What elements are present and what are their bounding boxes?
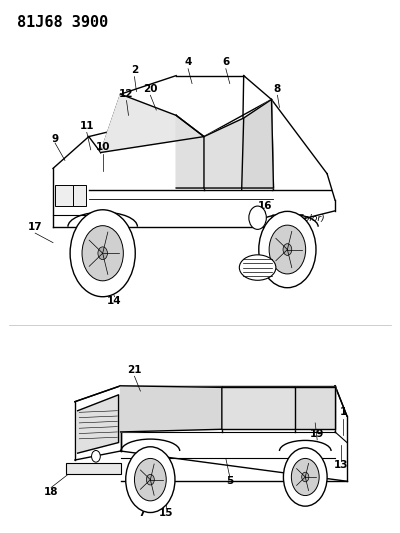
Text: 11: 11 [80,121,94,131]
Text: 15: 15 [159,508,174,518]
Ellipse shape [239,255,276,280]
Polygon shape [204,118,244,188]
Text: 20: 20 [143,84,158,94]
Circle shape [92,450,100,462]
Text: 17: 17 [28,222,42,232]
Circle shape [146,474,154,485]
Text: 19: 19 [310,429,324,439]
Text: 21: 21 [127,365,142,375]
Text: 81J68 3900: 81J68 3900 [17,14,108,30]
Text: 5: 5 [226,477,234,486]
Circle shape [134,458,166,501]
Circle shape [284,448,327,506]
Circle shape [98,247,108,260]
Polygon shape [242,100,274,188]
Circle shape [302,472,309,482]
Circle shape [70,210,135,297]
Text: 3: 3 [284,471,291,481]
Polygon shape [222,387,295,429]
Text: 13: 13 [334,461,348,470]
Polygon shape [78,395,118,453]
Text: 4: 4 [184,58,192,67]
Circle shape [249,206,266,229]
Text: 16: 16 [258,200,273,211]
Circle shape [259,212,316,288]
Bar [55,185,73,206]
Circle shape [126,447,175,513]
Bar [73,185,86,206]
Text: (Note Color): (Note Color) [270,214,325,223]
Polygon shape [101,94,204,152]
Text: 8: 8 [274,84,281,94]
Circle shape [291,458,319,496]
Circle shape [269,225,306,274]
Text: 6: 6 [222,58,230,67]
Text: 10: 10 [96,142,110,152]
Text: 7: 7 [139,508,146,518]
Text: 9: 9 [52,134,58,144]
Bar [66,463,120,474]
Circle shape [283,244,292,255]
Text: 12: 12 [119,89,134,99]
Polygon shape [176,115,204,188]
Text: 14: 14 [107,296,122,306]
Text: 1: 1 [339,407,347,417]
Text: 2: 2 [131,66,138,75]
Polygon shape [295,387,335,429]
Polygon shape [120,386,222,432]
Text: 18: 18 [44,487,58,497]
Circle shape [82,225,123,281]
